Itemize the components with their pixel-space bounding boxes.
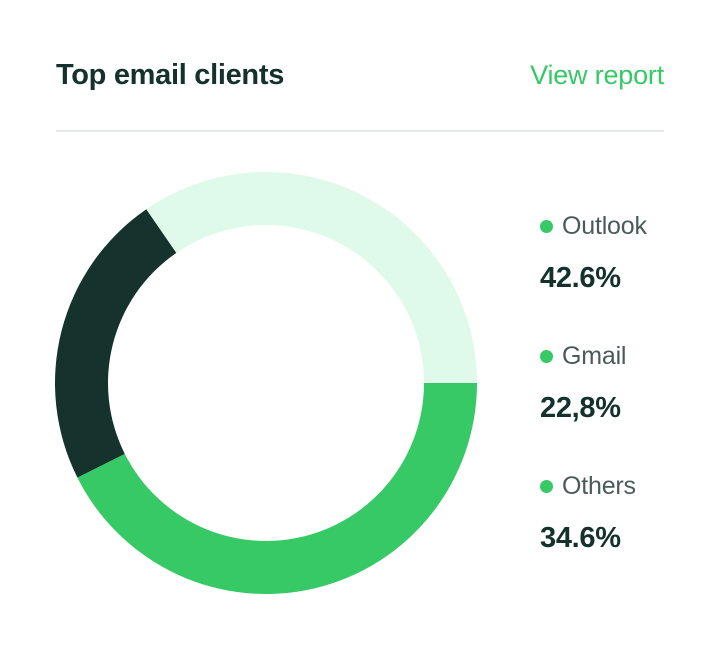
legend-item-others: Others 34.6%	[540, 466, 710, 596]
card-header: Top email clients View report	[56, 52, 664, 98]
legend-dot-icon	[540, 349, 553, 363]
legend-dot-icon	[540, 479, 553, 493]
legend-item-gmail: Gmail 22,8%	[540, 336, 710, 466]
legend-item-outlook: Outlook 42.6%	[540, 206, 710, 336]
donut-slice-gmail	[55, 209, 177, 478]
legend-value: 42.6%	[540, 262, 621, 294]
header-divider	[56, 130, 664, 132]
legend-label: Outlook	[562, 211, 647, 240]
legend-value: 34.6%	[540, 522, 621, 554]
legend-label: Gmail	[562, 341, 627, 370]
donut-slice-outlook	[77, 383, 477, 594]
donut-slice-others	[146, 172, 477, 383]
legend-value: 22,8%	[540, 392, 621, 424]
legend-dot-icon	[540, 219, 553, 233]
chart-legend: Outlook 42.6% Gmail 22,8% Others 34.6%	[540, 206, 710, 596]
legend-label: Others	[562, 471, 636, 500]
view-report-link[interactable]: View report	[530, 59, 664, 90]
card-title: Top email clients	[56, 58, 285, 91]
